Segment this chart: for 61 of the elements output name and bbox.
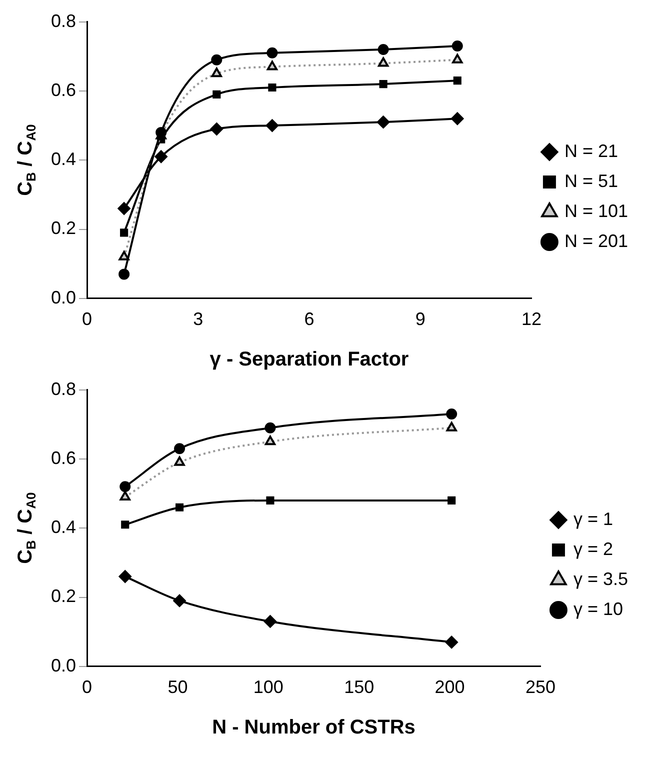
point — [445, 636, 458, 649]
legend-label: N = 21 — [564, 140, 618, 161]
point — [264, 614, 277, 628]
x-tick-label: 9 — [415, 309, 426, 330]
point — [118, 268, 130, 280]
legend-label: γ = 10 — [573, 598, 624, 619]
legend-label: γ = 2 — [573, 538, 613, 559]
y-tick-label: 0.0 — [50, 655, 76, 676]
y-tick-label: 0.0 — [50, 287, 76, 308]
x-axis-title: N - Number of CSTRs — [212, 716, 416, 739]
x-tick-label: 250 — [525, 677, 556, 698]
x-tick-label: 200 — [434, 677, 465, 698]
x-tick-label: 100 — [253, 677, 284, 698]
point — [453, 76, 462, 85]
point — [266, 496, 274, 504]
legend-label: γ = 3.5 — [573, 568, 628, 589]
point — [264, 422, 276, 434]
legend-label: N = 51 — [564, 170, 618, 191]
point — [211, 54, 222, 66]
legend-label: γ = 1 — [573, 508, 613, 529]
point — [379, 80, 388, 88]
point — [121, 520, 130, 529]
point — [376, 116, 390, 129]
point — [448, 496, 456, 504]
x-tick-label: 0 — [82, 677, 92, 698]
y-tick-label: 0.6 — [50, 448, 76, 468]
point — [154, 150, 168, 164]
x-axis-title: γ - Separation Factor — [210, 348, 409, 371]
x-tick-label: 12 — [521, 309, 542, 330]
point — [446, 408, 458, 420]
point — [266, 119, 279, 132]
y-axis-title: CB / CA0 — [14, 492, 39, 564]
y-tick-label: 0.8 — [50, 10, 76, 31]
x-tick-label: 50 — [168, 677, 188, 698]
y-tick-label: 0.2 — [50, 218, 76, 238]
y-tick-label: 0.4 — [50, 149, 76, 170]
point — [174, 443, 186, 454]
point — [452, 40, 463, 52]
y-axis-title: CB / CA0 — [14, 124, 39, 196]
point — [120, 228, 128, 237]
point — [266, 47, 278, 58]
y-tick-label: 0.2 — [50, 586, 76, 606]
point — [175, 503, 184, 512]
point — [120, 481, 131, 492]
point — [210, 122, 224, 136]
y-tick-label: 0.4 — [50, 517, 76, 538]
x-tick-label: 150 — [344, 677, 374, 698]
point — [212, 90, 221, 98]
x-tick-label: 3 — [193, 309, 204, 330]
y-tick-label: 0.8 — [50, 378, 76, 399]
point — [450, 112, 464, 126]
x-tick-label: 6 — [304, 309, 314, 330]
x-tick-label: 0 — [82, 309, 92, 330]
point — [268, 83, 276, 92]
legend-label: N = 101 — [564, 200, 628, 221]
point — [173, 594, 186, 608]
point — [378, 44, 389, 55]
point — [118, 570, 132, 584]
y-tick-label: 0.6 — [50, 80, 76, 100]
point — [118, 202, 131, 216]
legend-label: N = 201 — [564, 230, 628, 251]
